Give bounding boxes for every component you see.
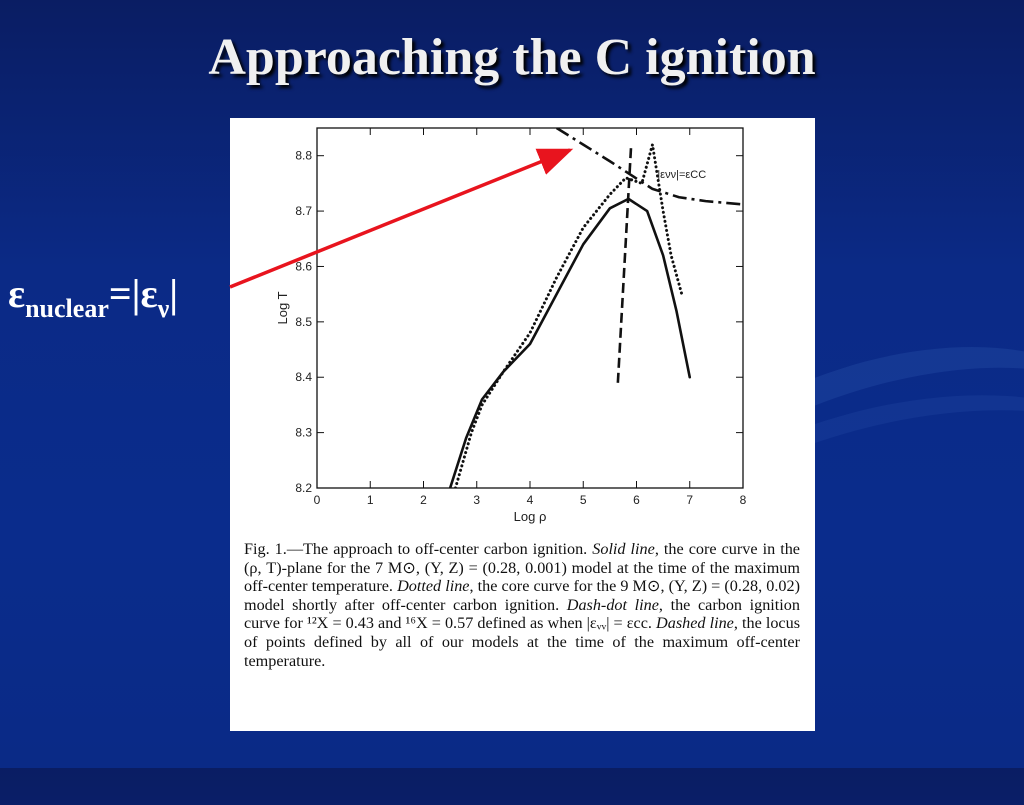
caption-dashed-line: Dashed line (656, 614, 734, 633)
ignition-chart: 0 1 2 3 4 5 6 7 8 8.2 8.3 8.4 8.5 8.6 8.7 8.8 Log ρ Log T… (275, 127, 747, 524)
equals-abs-epsilon: =|ε (108, 271, 158, 316)
arrow-line (229, 148, 574, 289)
series-solid-line (448, 197, 692, 488)
y-tick-label: 8.5 (295, 315, 312, 329)
y-tick-label: 8.6 (295, 259, 312, 273)
caption-text-2: , the core curve in the (ρ, T)-plane for… (244, 540, 800, 596)
x-axis-label: Log ρ (514, 509, 547, 524)
y-tick-label: 8.4 (295, 370, 312, 384)
caption-solid-line: Solid line (592, 540, 655, 558)
caption-text-4: , the carbon ignition curve for ¹²X = 0.… (244, 595, 800, 633)
pointer-arrow (229, 148, 574, 289)
curve-annotation: |ενν|=εCC (657, 169, 706, 181)
x-tick-label: 4 (527, 493, 534, 507)
nuclear-subscript: nuclear (25, 294, 109, 323)
nu-subscript: ν (157, 294, 170, 323)
figure-caption: Fig. 1.—The approach to off-center carbo… (244, 540, 800, 670)
series-dotted-line (453, 143, 684, 488)
y-tick-label: 8.2 (295, 481, 312, 495)
x-tick-label: 6 (633, 493, 640, 507)
x-tick-label: 8 (740, 493, 747, 507)
y-tick-label: 8.7 (295, 204, 312, 218)
x-tick-label: 0 (314, 493, 321, 507)
figure-panel: 0 1 2 3 4 5 6 7 8 8.2 8.3 8.4 8.5 8.6 8.7 8.8 Log ρ Log T… (230, 118, 815, 731)
x-tick-label: 5 (580, 493, 587, 507)
equation-label: εnuclear=|εν| (8, 270, 178, 324)
x-tick-label: 1 (367, 493, 374, 507)
x-tick-label: 7 (686, 493, 693, 507)
x-tick-label: 2 (420, 493, 427, 507)
y-tick-label: 8.3 (295, 426, 312, 440)
y-tick-label: 8.8 (295, 149, 312, 163)
y-axis-label: Log T (275, 291, 290, 324)
epsilon-symbol: ε (8, 271, 26, 316)
x-tick-label: 3 (473, 493, 480, 507)
slide-title: Approaching the C ignition (208, 29, 816, 86)
caption-text-5: , the locus of points defined by all of … (244, 614, 801, 670)
caption-text-3: , the core curve for the 9 M⊙, (Y, Z) = … (244, 577, 800, 614)
caption-fig-label: Fig. 1. (244, 540, 287, 558)
caption-text-1: —The approach to off-center carbon ignit… (286, 540, 593, 558)
series-dash-dot-line (555, 128, 743, 206)
abs-close: | (169, 271, 178, 316)
caption-dashdot-line: Dash-dot line (566, 595, 659, 614)
caption-dotted-line: Dotted line (397, 577, 470, 596)
series-dashed-line (616, 144, 633, 383)
